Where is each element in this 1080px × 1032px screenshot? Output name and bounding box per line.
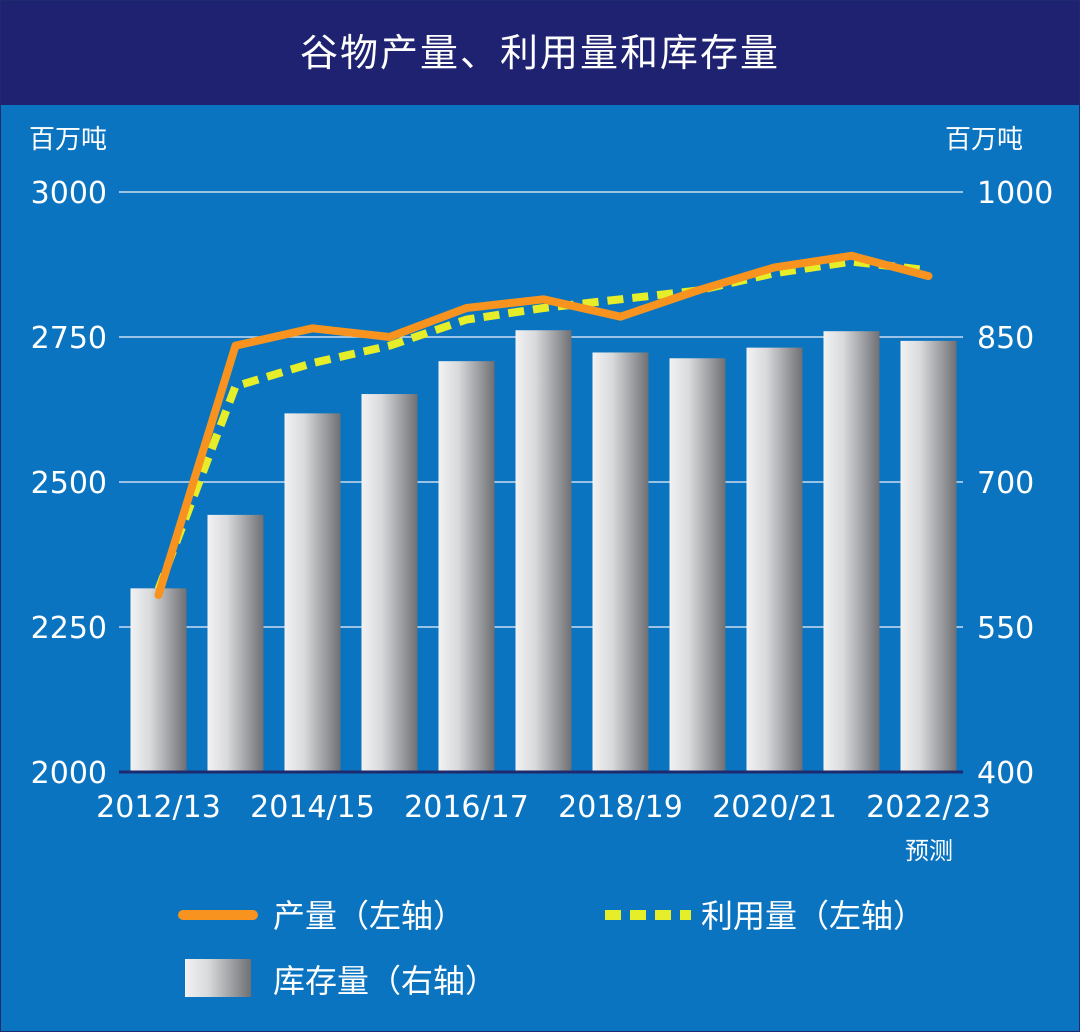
stocks-bar bbox=[900, 340, 957, 772]
stocks-bar bbox=[438, 361, 495, 772]
x-axis-tick-label: 2020/21 bbox=[712, 790, 837, 825]
stocks-bar bbox=[823, 331, 880, 772]
right-axis-tick-label: 400 bbox=[977, 756, 1034, 791]
left-axis-unit: 百万吨 bbox=[29, 125, 108, 155]
x-axis-tick-label: 2016/17 bbox=[404, 790, 529, 825]
stocks-bar bbox=[592, 352, 649, 772]
left-axis-tick-label: 2000 bbox=[31, 756, 107, 791]
chart-title: 谷物产量、利用量和库存量 bbox=[299, 31, 780, 75]
tick-labels: 2000 2250 2500 2750 3000 400 550 700 850 1000 2012… bbox=[31, 176, 1054, 825]
right-axis-unit: 百万吨 bbox=[945, 125, 1024, 155]
right-axis-tick-label: 550 bbox=[977, 611, 1034, 646]
stocks-bars bbox=[130, 330, 957, 772]
x-axis-tick-label: 2012/13 bbox=[96, 790, 221, 825]
x-axis-tick-label: 2022/23 bbox=[866, 790, 991, 825]
x-axis-tick-label: 2018/19 bbox=[558, 790, 683, 825]
stocks-bar bbox=[669, 358, 726, 772]
left-axis-tick-label: 2250 bbox=[31, 611, 107, 646]
stocks-bar bbox=[284, 413, 341, 772]
stocks-bar bbox=[361, 394, 418, 772]
stocks-bar bbox=[130, 588, 187, 772]
forecast-note: 预测 bbox=[905, 837, 953, 865]
legend-stocks-swatch bbox=[185, 959, 251, 997]
right-axis-tick-label: 700 bbox=[977, 466, 1034, 501]
series-lines bbox=[154, 251, 933, 600]
legend-production-label: 产量（左轴） bbox=[273, 897, 466, 935]
stocks-bar bbox=[515, 330, 572, 772]
stocks-bar bbox=[746, 347, 803, 772]
legend-utilization-label: 利用量（左轴） bbox=[701, 897, 926, 935]
title-bar: 谷物产量、利用量和库存量 bbox=[1, 1, 1079, 105]
right-axis-tick-label: 1000 bbox=[977, 176, 1053, 211]
stocks-bar bbox=[207, 514, 264, 772]
right-axis-tick-label: 850 bbox=[977, 321, 1034, 356]
x-axis-tick-label: 2014/15 bbox=[250, 790, 375, 825]
utilization-line bbox=[154, 257, 929, 591]
legend-swatches bbox=[178, 910, 691, 997]
production-line bbox=[154, 251, 933, 600]
left-axis-tick-label: 3000 bbox=[31, 176, 107, 211]
left-axis-tick-label: 2500 bbox=[31, 466, 107, 501]
left-axis-tick-label: 2750 bbox=[31, 321, 107, 356]
legend-stocks-label: 库存量（右轴） bbox=[273, 962, 498, 1000]
